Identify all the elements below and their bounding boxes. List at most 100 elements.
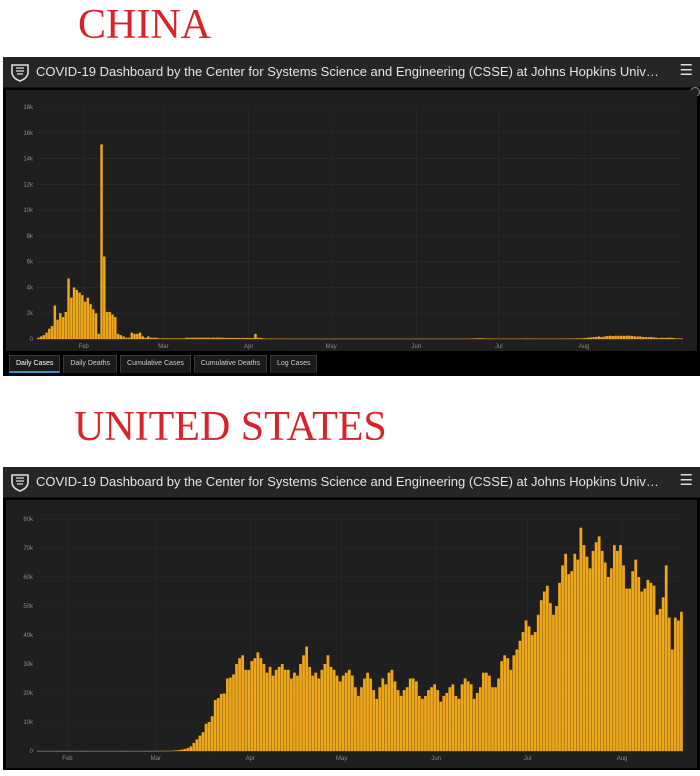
bar[interactable]: [243, 337, 246, 339]
bar[interactable]: [229, 677, 232, 751]
bar[interactable]: [600, 337, 604, 339]
bar[interactable]: [521, 632, 525, 751]
bar[interactable]: [555, 606, 558, 751]
bar[interactable]: [597, 536, 601, 751]
bar[interactable]: [277, 666, 281, 751]
tab-cumulative-cases[interactable]: Cumulative Cases: [120, 355, 191, 373]
bar[interactable]: [226, 337, 230, 339]
bar[interactable]: [421, 698, 424, 751]
bar[interactable]: [463, 678, 467, 752]
bar[interactable]: [578, 338, 582, 339]
bar[interactable]: [254, 333, 257, 339]
bar[interactable]: [105, 311, 109, 339]
bar[interactable]: [251, 337, 254, 339]
bar[interactable]: [213, 699, 217, 751]
bar[interactable]: [229, 337, 232, 339]
bar[interactable]: [636, 336, 639, 339]
bar[interactable]: [149, 337, 153, 339]
bar[interactable]: [286, 669, 290, 751]
bar[interactable]: [539, 600, 543, 751]
bar[interactable]: [122, 336, 125, 339]
bar[interactable]: [652, 585, 656, 751]
bar[interactable]: [241, 655, 245, 751]
bar[interactable]: [487, 338, 491, 339]
bar[interactable]: [237, 337, 241, 339]
bar[interactable]: [677, 338, 681, 339]
bar[interactable]: [466, 681, 470, 751]
bar[interactable]: [677, 620, 680, 752]
tab-log-cases[interactable]: Log Cases: [270, 355, 318, 373]
bar[interactable]: [478, 687, 482, 751]
bar[interactable]: [658, 337, 661, 339]
bar[interactable]: [497, 678, 500, 752]
bar[interactable]: [222, 693, 226, 751]
bar[interactable]: [575, 338, 579, 339]
bar[interactable]: [663, 337, 667, 339]
bar[interactable]: [344, 672, 348, 751]
bar[interactable]: [219, 693, 223, 751]
bar[interactable]: [424, 695, 427, 751]
bar[interactable]: [381, 678, 385, 752]
bar[interactable]: [199, 337, 202, 339]
bar[interactable]: [116, 333, 120, 339]
bar[interactable]: [78, 292, 81, 339]
bar[interactable]: [48, 328, 51, 339]
bar[interactable]: [549, 603, 552, 751]
bar[interactable]: [188, 337, 191, 339]
bar[interactable]: [196, 337, 199, 339]
bar[interactable]: [183, 748, 187, 751]
bar[interactable]: [218, 337, 221, 339]
bar[interactable]: [625, 588, 628, 751]
bar[interactable]: [299, 664, 302, 751]
bar[interactable]: [533, 632, 537, 751]
bar[interactable]: [622, 565, 625, 751]
bar[interactable]: [454, 695, 458, 751]
bar[interactable]: [67, 278, 70, 339]
bar[interactable]: [614, 335, 617, 339]
bar[interactable]: [189, 746, 193, 751]
bar[interactable]: [92, 309, 95, 339]
bar[interactable]: [634, 559, 638, 751]
bar[interactable]: [644, 337, 648, 339]
bar[interactable]: [460, 684, 464, 751]
bar[interactable]: [250, 661, 254, 751]
bar[interactable]: [70, 297, 73, 339]
bar[interactable]: [445, 693, 449, 751]
bar[interactable]: [253, 658, 257, 751]
bar[interactable]: [606, 336, 609, 339]
bar[interactable]: [430, 687, 433, 751]
bar[interactable]: [670, 649, 674, 752]
bar[interactable]: [650, 337, 653, 339]
bar[interactable]: [646, 579, 650, 751]
tab-daily-deaths[interactable]: Daily Deaths: [63, 355, 118, 373]
bar[interactable]: [573, 553, 577, 751]
bar[interactable]: [64, 311, 68, 339]
bar[interactable]: [494, 687, 497, 751]
bar[interactable]: [210, 337, 213, 339]
bar[interactable]: [215, 337, 219, 339]
bar[interactable]: [369, 678, 372, 752]
bar[interactable]: [133, 333, 136, 339]
bar[interactable]: [661, 597, 665, 751]
bar[interactable]: [177, 750, 181, 751]
bar[interactable]: [475, 693, 479, 751]
bar[interactable]: [152, 337, 156, 339]
bar[interactable]: [341, 675, 345, 751]
bar[interactable]: [582, 545, 586, 751]
bar[interactable]: [515, 649, 519, 752]
bar[interactable]: [204, 723, 208, 751]
bar[interactable]: [89, 304, 92, 339]
bar[interactable]: [271, 675, 275, 751]
bar[interactable]: [268, 666, 272, 751]
bar[interactable]: [138, 332, 142, 339]
bar[interactable]: [619, 335, 623, 339]
bar[interactable]: [393, 681, 397, 751]
bar[interactable]: [61, 317, 65, 339]
bar[interactable]: [103, 256, 106, 339]
bar[interactable]: [326, 655, 330, 751]
bar[interactable]: [570, 338, 573, 339]
bar[interactable]: [625, 335, 628, 339]
bar[interactable]: [335, 675, 339, 751]
bar[interactable]: [567, 574, 571, 751]
bar[interactable]: [592, 337, 595, 339]
